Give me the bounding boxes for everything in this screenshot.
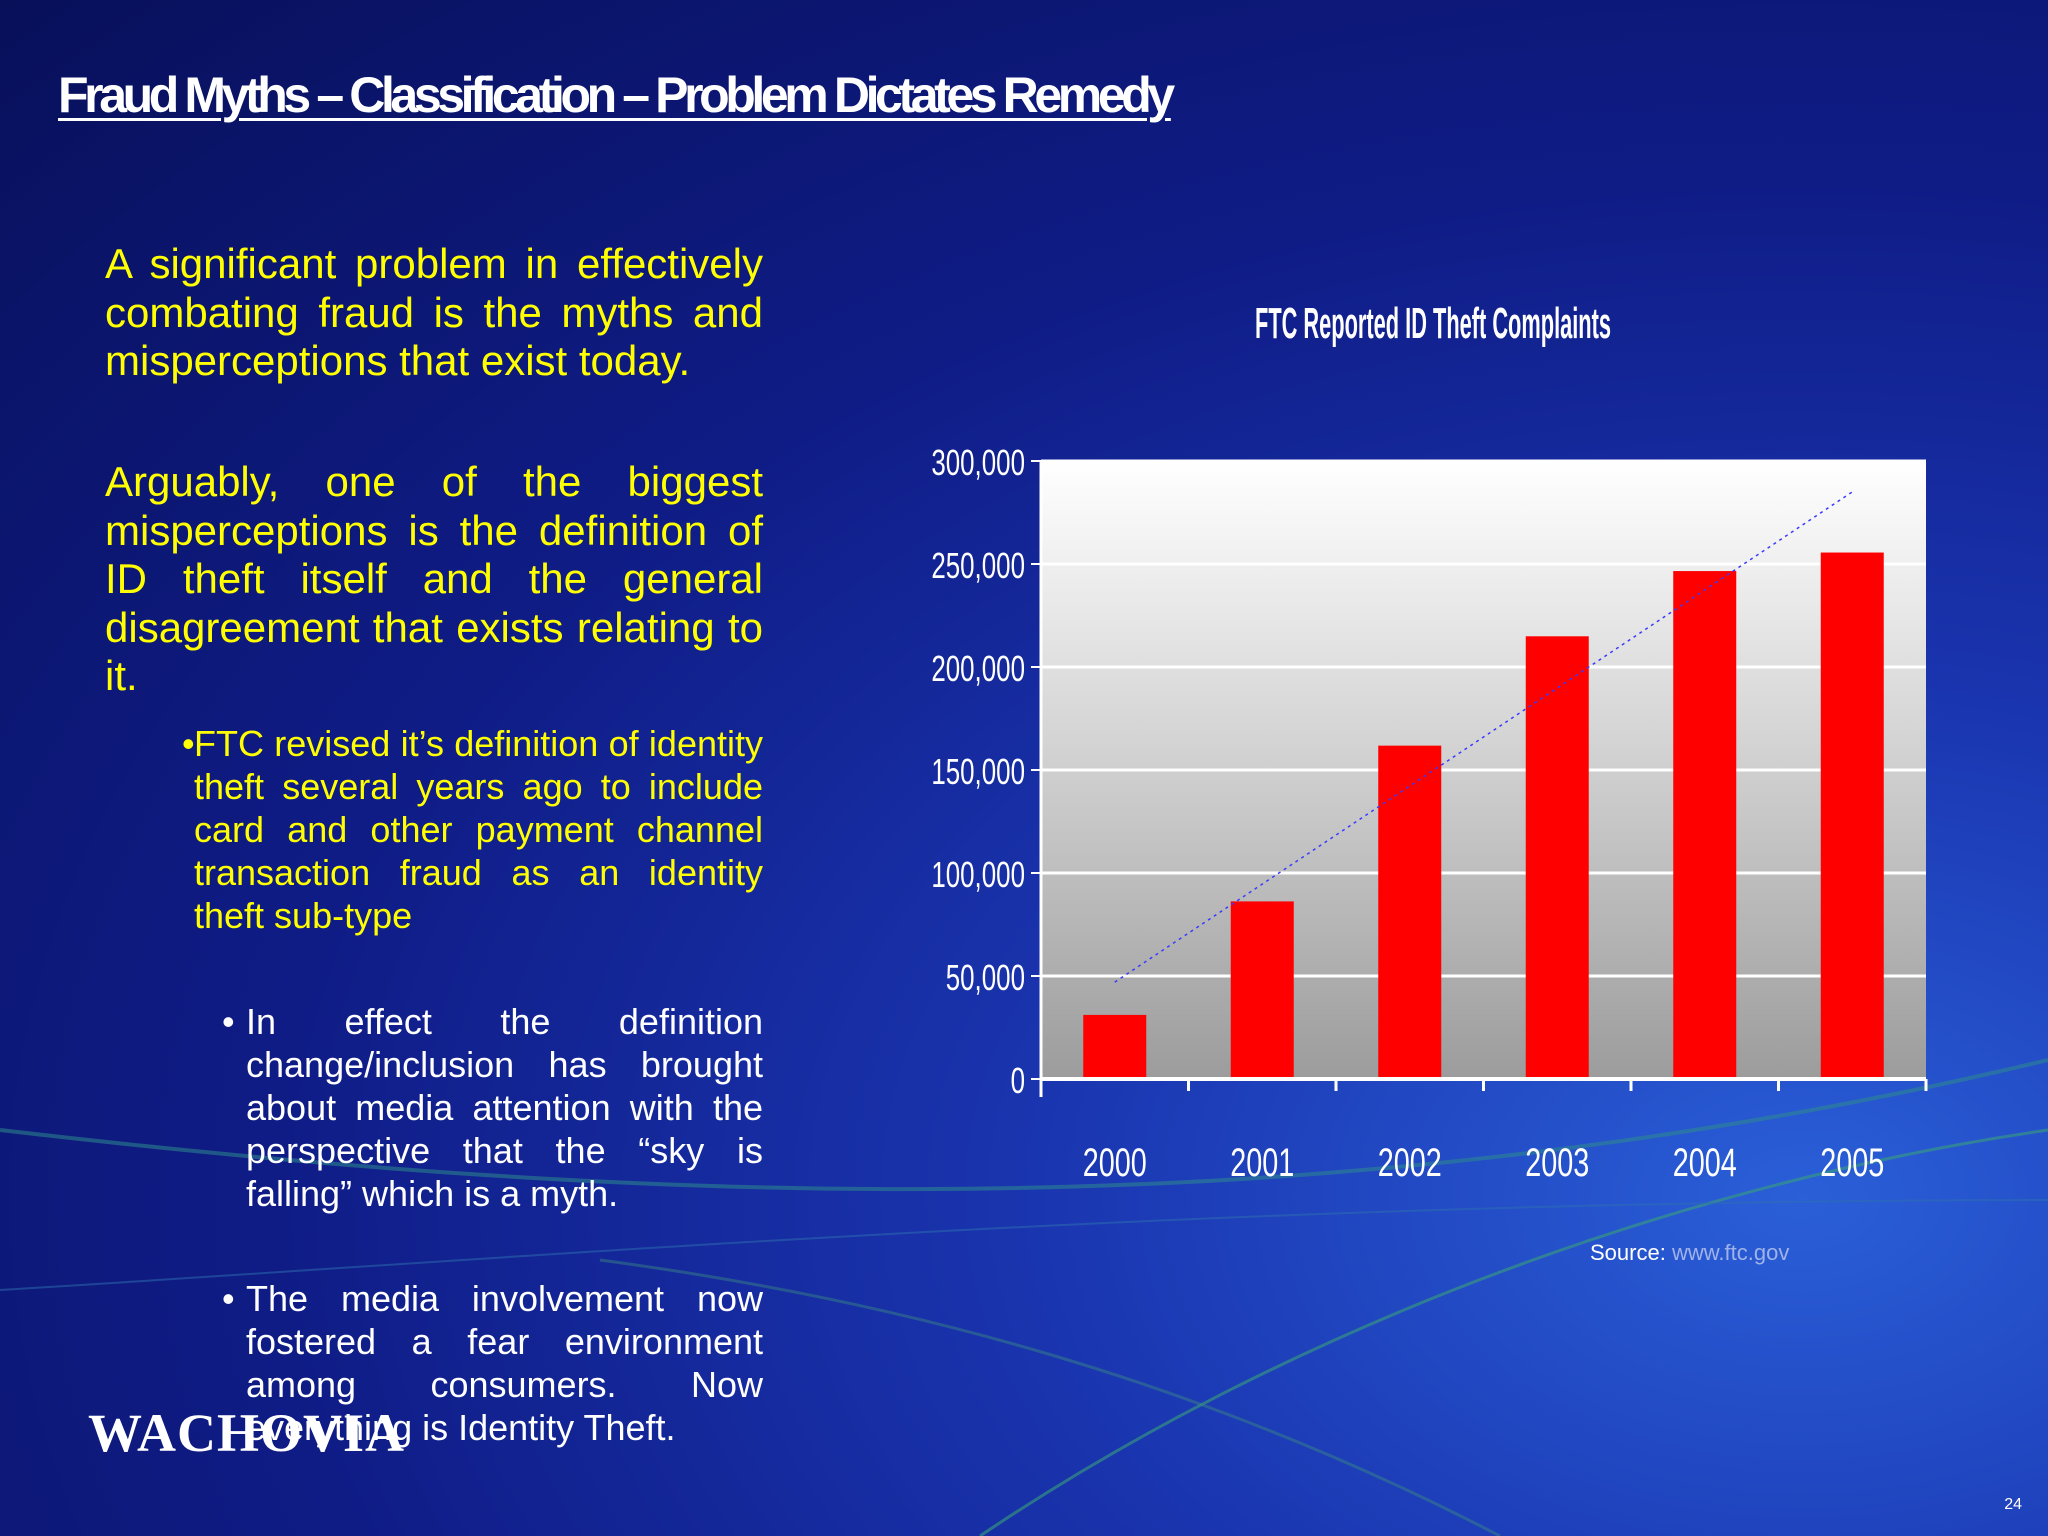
sub-bullet-marker: •: [222, 1278, 235, 1319]
body-paragraph-1: A significant problem in effectively com…: [105, 240, 763, 384]
source-label: Source:: [1590, 1240, 1666, 1265]
y-tick-label: 0: [1011, 1061, 1025, 1101]
bar-2001: [1230, 901, 1294, 1079]
bar-2004: [1673, 571, 1737, 1079]
chart-title: FTC Reported ID Theft Complaints: [1255, 299, 1611, 348]
sub-bullet-item-1: • In effect the definition change/inclus…: [222, 1000, 763, 1215]
bullet-text: FTC revised it’s definition of identity …: [194, 723, 763, 936]
bar-2005: [1820, 552, 1884, 1079]
bullet-item: • FTC revised it’s definition of identit…: [182, 722, 763, 937]
y-tick-label: 50,000: [946, 958, 1025, 998]
axes: [1031, 460, 1928, 1097]
bar-2002: [1378, 745, 1442, 1079]
y-tick-label: 150,000: [931, 752, 1025, 792]
slide-title: Fraud Myths – Classification – Problem D…: [58, 67, 1175, 123]
wachovia-logo: WACHOVIA: [88, 1403, 406, 1463]
x-tick-label: 2000: [1083, 1140, 1147, 1185]
y-tick-label: 200,000: [931, 649, 1025, 689]
y-tick-label: 250,000: [931, 546, 1025, 586]
page-number: 24: [2004, 1496, 2022, 1513]
bar-2003: [1525, 636, 1589, 1079]
x-tick-label: 2003: [1525, 1140, 1589, 1185]
bar-2000: [1083, 1014, 1147, 1079]
bullet-marker: •: [182, 723, 195, 764]
sub-bullet-text: The media involvement now fostered a fea…: [246, 1278, 763, 1448]
x-tick-label: 2001: [1230, 1140, 1294, 1185]
bars: [1083, 552, 1884, 1079]
sub-bullet-item-2: • The media involvement now fostered a f…: [222, 1277, 763, 1449]
y-tick-label: 100,000: [931, 855, 1025, 895]
trend-line: [1114, 491, 1853, 983]
sub-bullet-text: In effect the definition change/inclusio…: [246, 1001, 763, 1214]
chart-source: Source: www.ftc.gov: [1590, 1240, 1789, 1266]
x-tick-label: 2002: [1378, 1140, 1442, 1185]
x-tick-label: 2004: [1673, 1140, 1737, 1185]
source-url[interactable]: www.ftc.gov: [1671, 1240, 1790, 1265]
x-tick-label: 2005: [1820, 1140, 1884, 1185]
body-paragraph-2: Arguably, one of the biggest mispercepti…: [105, 458, 763, 699]
x-tick-labels: 2000 2001 2002 2003 2004 2005: [1083, 1140, 1885, 1185]
grid-lines: [1041, 459, 1926, 978]
y-tick-labels: 0 50,000 100,000 150,000 200,000 250,000 300,0…: [931, 443, 1025, 1101]
y-tick-label: 300,000: [931, 443, 1025, 483]
sub-bullet-marker: •: [222, 1001, 235, 1042]
